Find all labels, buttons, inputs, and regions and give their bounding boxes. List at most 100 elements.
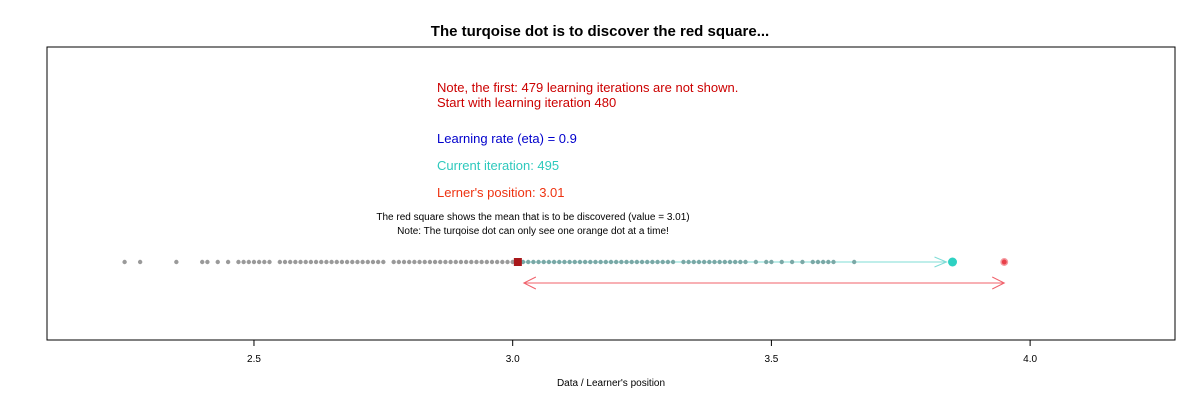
data-point [696,259,702,265]
data-point [608,259,614,265]
data-point [407,259,412,265]
data-point [800,259,805,265]
data-points [122,259,857,265]
data-point [655,259,660,265]
data-point [707,259,712,265]
data-point [391,259,396,265]
data-point [287,259,293,265]
data-point [815,259,821,265]
data-point [722,259,728,265]
data-point [779,259,784,265]
data-point [577,259,583,265]
data-point [381,259,386,265]
data-point [277,259,283,265]
data-point [474,259,479,265]
data-point [526,259,531,265]
data-point [412,259,417,265]
data-point [267,259,272,265]
chart-title: The turqoise dot is to discover the red … [431,23,769,40]
sample-dot [1000,258,1009,266]
data-point [329,259,334,265]
data-point [205,259,210,265]
data-point [355,259,360,265]
data-point [246,259,251,265]
data-point [262,259,267,265]
data-point [122,259,127,265]
data-point [732,259,738,265]
data-point [826,259,831,265]
data-point [339,259,345,265]
data-point [650,259,655,265]
data-point [458,259,464,265]
data-point [365,259,371,265]
data-point [484,259,490,265]
data-point [670,259,676,265]
data-point [593,259,598,265]
data-point [241,259,246,265]
data-point [541,259,546,265]
data-point [691,259,696,265]
dot-note: Note: The turqoise dot can only see one … [397,226,669,237]
data-point [613,259,619,265]
data-point [370,259,376,265]
data-point [603,259,609,265]
data-point [520,259,526,265]
x-tick-label: 3.0 [506,354,520,365]
data-point [334,259,339,265]
data-point [769,259,774,265]
x-axis: 2.5 3.0 3.5 4.0 [247,340,1038,365]
data-point [432,259,438,265]
data-point [494,259,500,265]
plot-frame [46,46,1176,341]
markers [513,257,1009,267]
data-point [820,259,826,265]
data-point [701,259,707,265]
data-point [401,259,407,265]
data-point [831,259,836,265]
data-point [236,259,241,265]
data-point [489,259,495,265]
x-tick-label: 2.5 [247,354,261,365]
data-point [360,259,365,265]
x-axis-label: Data / Learner's position [557,378,665,389]
data-point [660,259,665,265]
data-point [396,259,402,265]
data-point [624,259,629,265]
mean-square [513,258,522,266]
data-point [443,259,448,265]
data-point [582,259,588,265]
data-point [639,259,645,265]
data-point [851,259,857,265]
distance-arrowhead-left [522,276,537,290]
x-tick-label: 4.0 [1023,354,1037,365]
data-point [453,259,458,265]
x-tick-label: 3.5 [764,354,778,365]
data-point [562,259,567,265]
data-point [753,259,759,265]
data-point [313,259,319,265]
data-point [375,259,381,265]
data-point [536,259,541,265]
data-point [324,259,329,265]
data-point [551,259,557,265]
data-point [448,259,453,265]
data-point [427,259,433,265]
data-point [438,259,443,265]
data-point [510,259,515,265]
data-point [282,259,288,265]
data-point [293,259,298,265]
data-point [422,259,427,265]
distance-arrowhead-right [992,276,1006,290]
data-point [308,259,314,265]
distance-arrow [522,276,1006,290]
note-line-2: Start with learning iteration 480 [437,95,616,110]
note-line-1: Note, the first: 479 learning iterations… [437,80,738,95]
data-point [298,259,303,265]
data-point [479,259,484,265]
data-point [256,259,262,265]
data-point [743,259,748,265]
data-point [712,259,717,265]
data-point [174,259,179,265]
data-point [546,259,552,265]
learner-position-label: Lerner's position: 3.01 [437,185,565,200]
